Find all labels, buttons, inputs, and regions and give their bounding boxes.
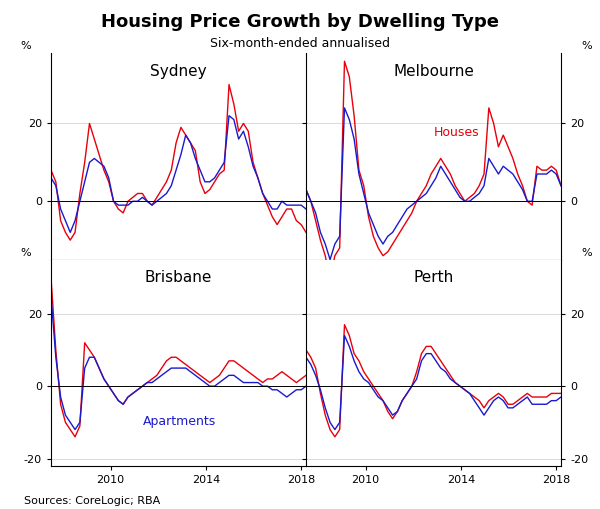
Text: Apartments: Apartments [143,414,216,428]
Text: %: % [20,247,31,258]
Text: Housing Price Growth by Dwelling Type: Housing Price Growth by Dwelling Type [101,13,499,31]
Text: Perth: Perth [413,270,454,285]
Text: Six-month-ended annualised: Six-month-ended annualised [210,37,390,50]
Text: Melbourne: Melbourne [393,64,474,79]
Text: Sources: CoreLogic; RBA: Sources: CoreLogic; RBA [24,496,160,506]
Text: Houses: Houses [433,126,479,139]
Text: Brisbane: Brisbane [145,270,212,285]
Text: %: % [581,41,592,51]
Text: %: % [581,247,592,258]
Text: %: % [20,41,31,51]
Text: Sydney: Sydney [150,64,207,79]
